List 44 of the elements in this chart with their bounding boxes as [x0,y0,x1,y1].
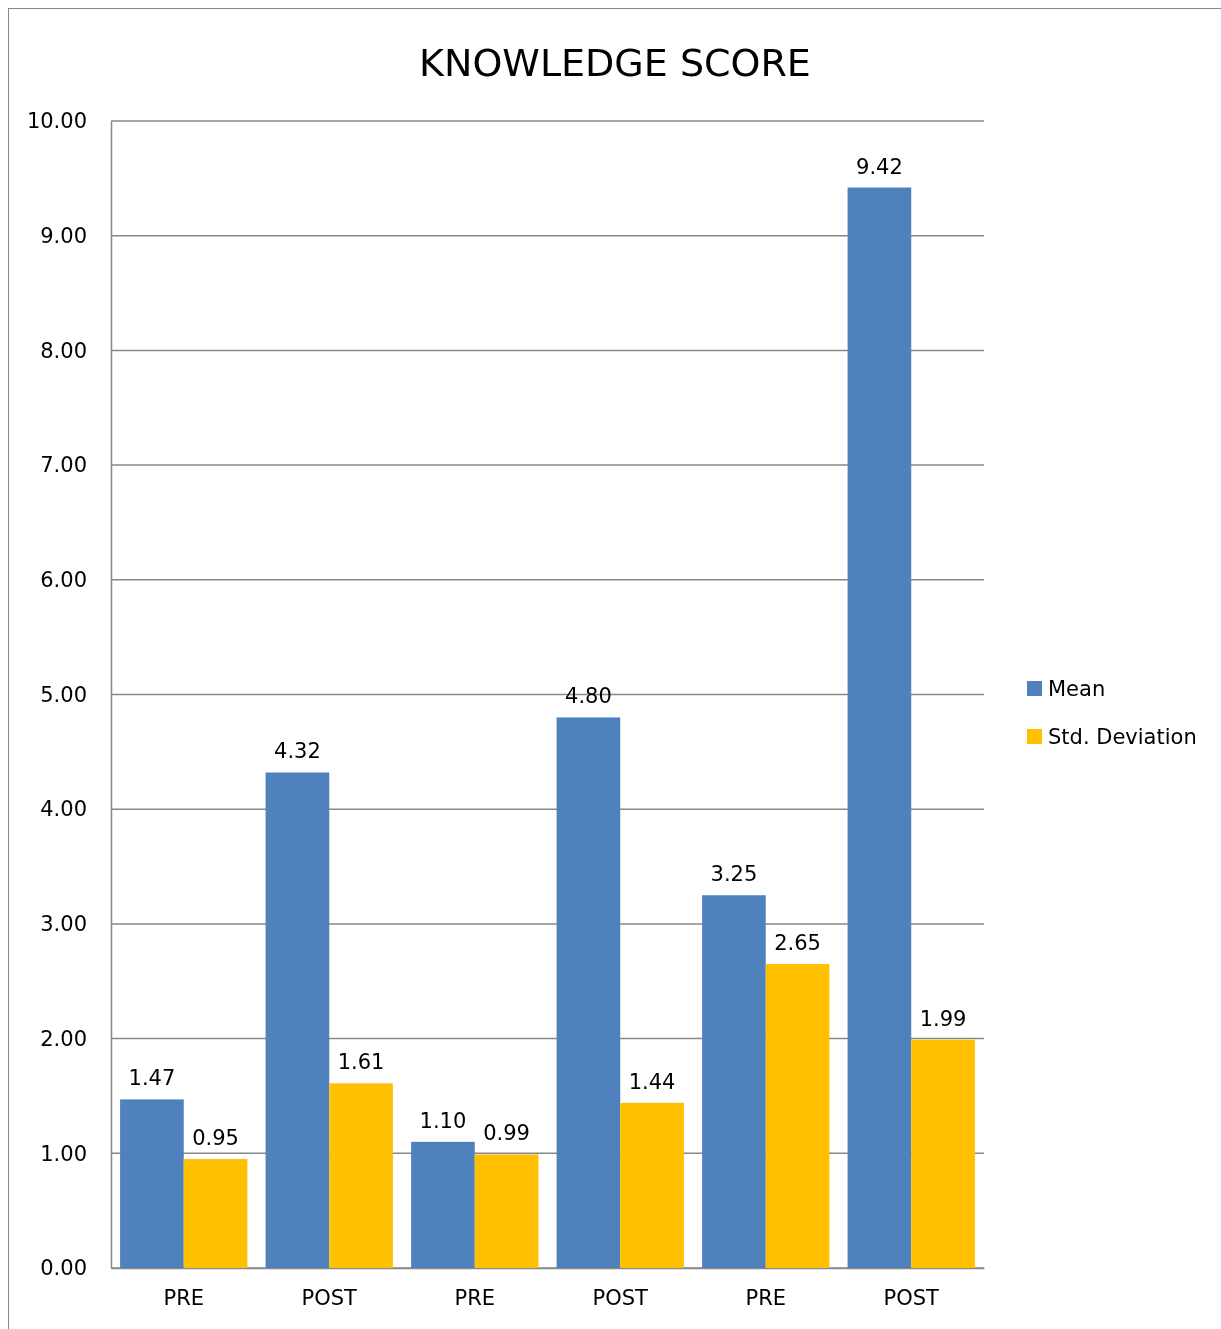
bar [911,1039,975,1268]
data-label: 0.95 [192,1126,239,1151]
bar [474,1154,539,1268]
y-tick-label: 3.00 [40,912,87,937]
y-tick-label: 10.00 [26,109,87,134]
data-label: 4.80 [565,684,612,709]
data-label: 2.65 [774,931,821,956]
x-tick-label: POST [301,1285,358,1310]
y-tick-label: 8.00 [40,338,87,363]
y-tick-label: 0.00 [40,1256,87,1281]
data-label: 1.99 [919,1006,967,1031]
x-tick-label: PRE [454,1285,496,1310]
bar [620,1102,684,1268]
y-tick-label: 5.00 [40,682,87,707]
chart-title: KNOWLEDGE SCORE [419,41,811,85]
bar [120,1099,184,1268]
data-label: 9.42 [856,154,903,179]
x-tick-label: PRE [745,1285,787,1310]
x-tick-label: POST [592,1285,649,1310]
x-tick-label: POST [883,1285,940,1310]
bar [183,1159,248,1268]
bar [411,1141,475,1268]
bar [329,1083,393,1268]
data-label: 4.32 [274,739,321,764]
y-tick-label: 4.00 [40,797,87,822]
data-label: 1.10 [419,1108,467,1133]
x-tick-label: PRE [163,1285,205,1310]
legend-label: Std. Deviation [1048,725,1197,749]
data-label: 1.44 [628,1069,676,1094]
data-label: 1.47 [128,1066,176,1091]
bar [847,187,912,1268]
y-tick-label: 2.00 [40,1026,87,1051]
bar [556,717,621,1268]
y-tick-label: 6.00 [40,568,87,593]
y-tick-label: 7.00 [40,453,87,478]
y-tick-label: 9.00 [40,223,87,248]
legend-label: Mean [1048,677,1106,701]
bar [765,964,830,1268]
y-tick-label: 1.00 [40,1141,87,1166]
data-label: 1.61 [337,1050,385,1075]
bar [702,895,766,1268]
data-label: 0.99 [483,1121,530,1146]
data-label: 3.25 [710,862,758,887]
bar [265,772,330,1268]
